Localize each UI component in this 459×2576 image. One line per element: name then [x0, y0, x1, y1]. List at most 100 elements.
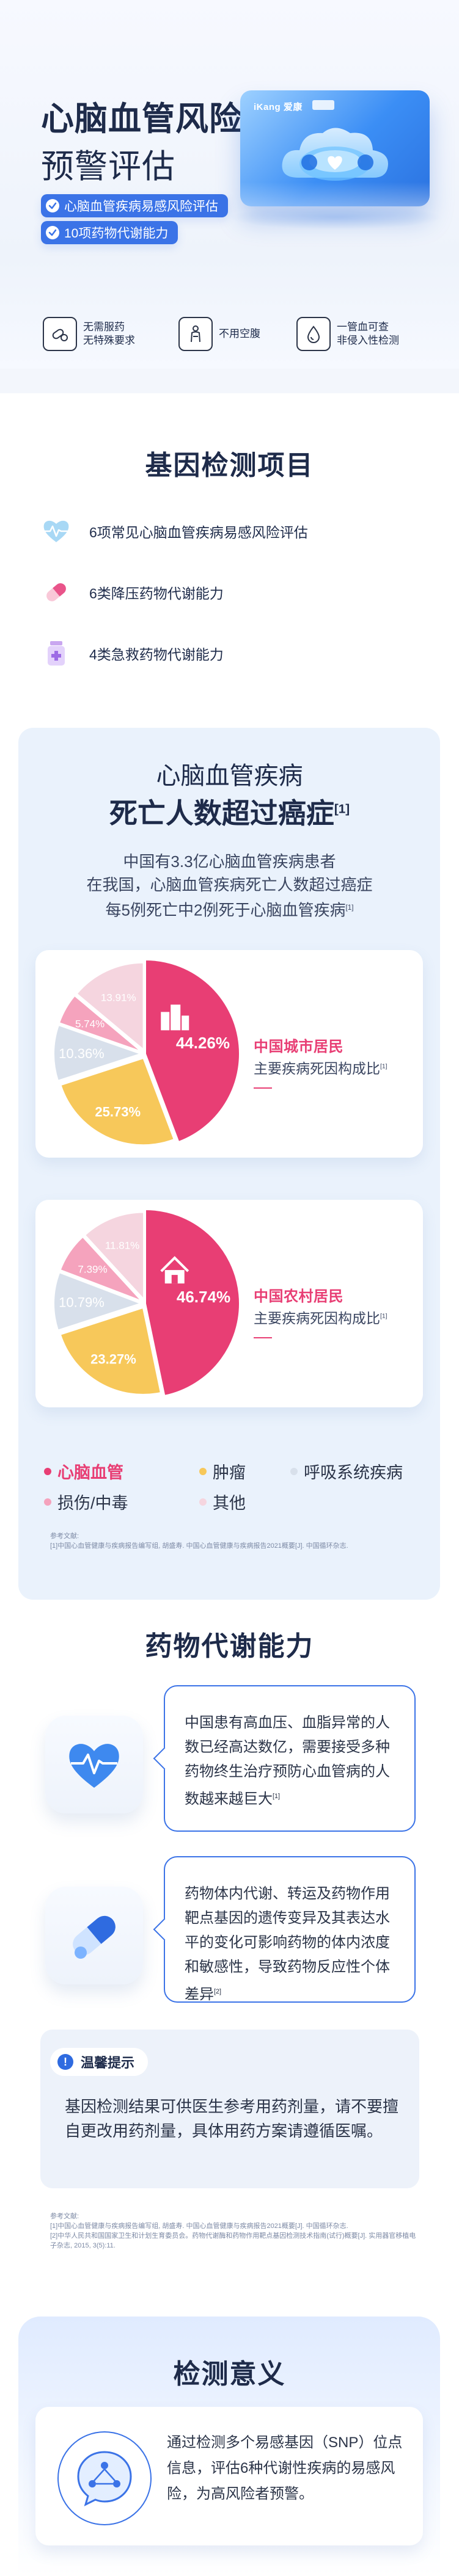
stats-title-line2-text: 死亡人数超过癌症: [109, 797, 334, 829]
significance-text: 通过检测多个易感基因（SNP）位点信息，评估6种代谢性疾病的易感风险，为高风险者…: [167, 2434, 403, 2502]
info-bubble-treatment: 中国患有高血压、血脂异常的人数已经高达数亿，需要接受多种药物终生治疗预防心血管病…: [164, 1685, 416, 1832]
pie-slice-2: [53, 1271, 143, 1331]
legend-item-respiratory: 呼吸系统疾病: [290, 1459, 403, 1483]
check-icon: [46, 226, 59, 239]
pie-slice-1: [60, 1057, 175, 1146]
feature-no-fasting: 不用空腹: [178, 313, 260, 355]
stats-description: 中国有3.3亿心脑血管疾病患者 在我国，心脑血管疾病死亡人数超过癌症 每5例死亡…: [0, 850, 459, 922]
legend-label: 损伤/中毒: [57, 1494, 128, 1512]
legend-item-injury: 损伤/中毒: [44, 1490, 128, 1514]
pie-card-rural: 46.74% 23.27% 10.79% 7.39% 11.81% 中国农村居民 主要疾…: [35, 1200, 423, 1407]
medicine-bottle-icon: [38, 635, 75, 672]
stats-panel: [18, 728, 440, 1600]
pie-slice-3: [59, 1236, 142, 1302]
tip-title: 温馨提示: [81, 2055, 135, 2070]
legend-dot: [44, 1498, 51, 1506]
legend-item-tumor: 肿瘤: [199, 1459, 246, 1483]
gene-section-title: 基因检测项目: [145, 451, 314, 481]
stats-title-line2: 死亡人数超过癌症[1]: [0, 791, 459, 832]
gene-item-antihypertensive: 6类降压药物代谢能力: [38, 574, 224, 611]
kit-brand-tag: [312, 100, 334, 110]
tip-header: ! 温馨提示: [50, 2048, 149, 2076]
stats-desc-line-text: 每5例死亡中2例死于心脑血管疾病: [105, 901, 346, 920]
stats-title-ref: [1]: [334, 802, 350, 816]
hero-pill-risk-label: 心脑血管疾病易感风险评估: [64, 200, 218, 214]
kit-brand-logo: iKang 爱康: [254, 102, 303, 112]
card-accent-line: [254, 1087, 272, 1089]
card-label-rural: 主要疾病死因构成比[1]: [254, 1307, 387, 1327]
feature-text-one-tube: 一管血可查 非侵入性检测: [337, 321, 399, 346]
pie-card-urban: 44.26% 25.73% 10.36% 5.74% 13.91% 中国城市居民 主要疾…: [35, 950, 423, 1158]
significance-card: 通过检测多个易感基因（SNP）位点信息，评估6种代谢性疾病的易感风险，为高风险者…: [35, 2407, 423, 2545]
card-title-urban: 中国城市居民: [254, 1039, 343, 1055]
hero-title-line2: 预警评估: [41, 148, 175, 185]
pie-label-1: 25.73%: [95, 1104, 141, 1119]
legend-label: 呼吸系统疾病: [304, 1464, 403, 1482]
pie-chart-urban: 44.26% 25.73% 10.36% 5.74% 13.91%: [53, 959, 240, 1146]
legend-dot: [44, 1467, 51, 1475]
hero-pill-risk: 心脑血管疾病易感风险评估: [41, 194, 228, 217]
bubble-text-treatment-body: 中国患有高血压、血脂异常的人数已经高达数亿，需要接受多种药物终生治疗预防心血管病…: [185, 1714, 390, 1807]
bubble-text-metabolism: 药物体内代谢、转运及药物作用靶点基因的遗传变异及其表达水平的变化可影响药物的体内…: [185, 1882, 395, 2007]
stats-desc-ref: [1]: [345, 904, 354, 912]
pie-slice-0: [145, 1208, 240, 1396]
pie-label-4: 11.81%: [105, 1240, 139, 1252]
legend-dot: [290, 1467, 298, 1475]
pie-label-2: 10.79%: [59, 1294, 105, 1310]
card-label-urban-ref: [1]: [380, 1063, 387, 1070]
feature-text-no-fasting: 不用空腹: [219, 328, 260, 339]
pie-slice-4: [76, 962, 144, 1051]
stats-desc-line: 在我国，心脑血管疾病死亡人数超过癌症: [86, 876, 373, 894]
legend-label: 其他: [213, 1494, 246, 1512]
pill-capsule-icon: [43, 317, 77, 351]
card-label-rural-ref: [1]: [380, 1313, 387, 1320]
card-title-rural: 中国农村居民: [254, 1288, 343, 1305]
pie-chart-rural: 46.74% 23.27% 10.79% 7.39% 11.81%: [53, 1208, 240, 1396]
pie-label-4: 13.91%: [101, 992, 136, 1003]
pie-slice-4: [84, 1211, 145, 1301]
chat-people-icon: [57, 2431, 152, 2525]
gene-item-cardio-label: 6项常见心脑血管疾病易感风险评估: [89, 524, 308, 540]
legend-dot: [199, 1467, 207, 1475]
feature-one-tube: 一管血可查 非侵入性检测: [296, 313, 399, 355]
section-divider: [0, 369, 459, 393]
pie-slice-0: [145, 959, 240, 1143]
hero-pill-drug-label: 10项药物代谢能力: [64, 227, 169, 241]
gene-item-emergency-label: 4类急救药物代谢能力: [89, 647, 224, 662]
legend-label: 肿瘤: [213, 1464, 246, 1482]
stats-desc-line: 每5例死亡中2例死于心脑血管疾病[1]: [0, 896, 459, 922]
cloud-heart-icon: [282, 128, 388, 181]
pie-slice-3: [58, 995, 142, 1052]
card-label-rural-text: 主要疾病死因构成比: [254, 1310, 380, 1326]
tip-text: 基因检测结果可供医生参考用药剂量，请不要擅自更改用药剂量，具体用药方案请遵循医嘱…: [65, 2097, 399, 2140]
pie-label-3: 7.39%: [78, 1263, 107, 1275]
gene-item-cardio: 6项常见心脑血管疾病易感风险评估: [38, 513, 308, 550]
pie-label-3: 5.74%: [75, 1018, 105, 1029]
test-kit-box: iKang 爱康: [240, 90, 430, 206]
pie-label-1: 23.27%: [90, 1351, 136, 1366]
stats-title-line1: 心脑血管疾病: [156, 763, 303, 789]
pie-slice-2: [53, 1024, 143, 1082]
stats-references: 参考文献: [1]中国心血管健康与疾病报告编写组, 胡盛寿. 中国心血管健康与疾…: [50, 1533, 348, 1550]
house-icon: [160, 1256, 189, 1284]
pie-label-0: 44.26%: [176, 1034, 230, 1052]
kit-shadow: [229, 205, 443, 230]
legend-dot: [199, 1498, 207, 1506]
legend-item-other: 其他: [199, 1490, 246, 1514]
hero-section: 心脑血管风险 预警评估 心脑血管疾病易感风险评估 10项药物代谢能力 iKang…: [0, 0, 459, 369]
drug-references: 参考文献: [1]中国心血管健康与疾病报告编写组, 胡盛寿. 中国心血管健康与疾…: [50, 2213, 416, 2249]
pill-icon: [38, 574, 75, 611]
drug-row-metabolism: 药物体内代谢、转运及药物作用靶点基因的遗传变异及其表达水平的变化可影响药物的体内…: [40, 1844, 425, 2015]
card-accent-line: [254, 1337, 272, 1338]
bubble-ref: [1]: [273, 1793, 281, 1800]
gene-item-emergency: 4类急救药物代谢能力: [38, 635, 224, 672]
feature-text-no-medication: 无需服药 无特殊要求: [83, 321, 135, 346]
pie-label-2: 10.36%: [59, 1046, 105, 1061]
blood-drop-icon: [296, 317, 331, 351]
legend-item-cardio: 心脑血管: [44, 1459, 123, 1483]
card-label-urban: 主要疾病死因构成比[1]: [254, 1057, 387, 1078]
drug-section-title: 药物代谢能力: [145, 1631, 314, 1661]
feature-no-medication: 无需服药 无特殊要求: [43, 313, 135, 355]
city-building-icon: [161, 1004, 189, 1031]
